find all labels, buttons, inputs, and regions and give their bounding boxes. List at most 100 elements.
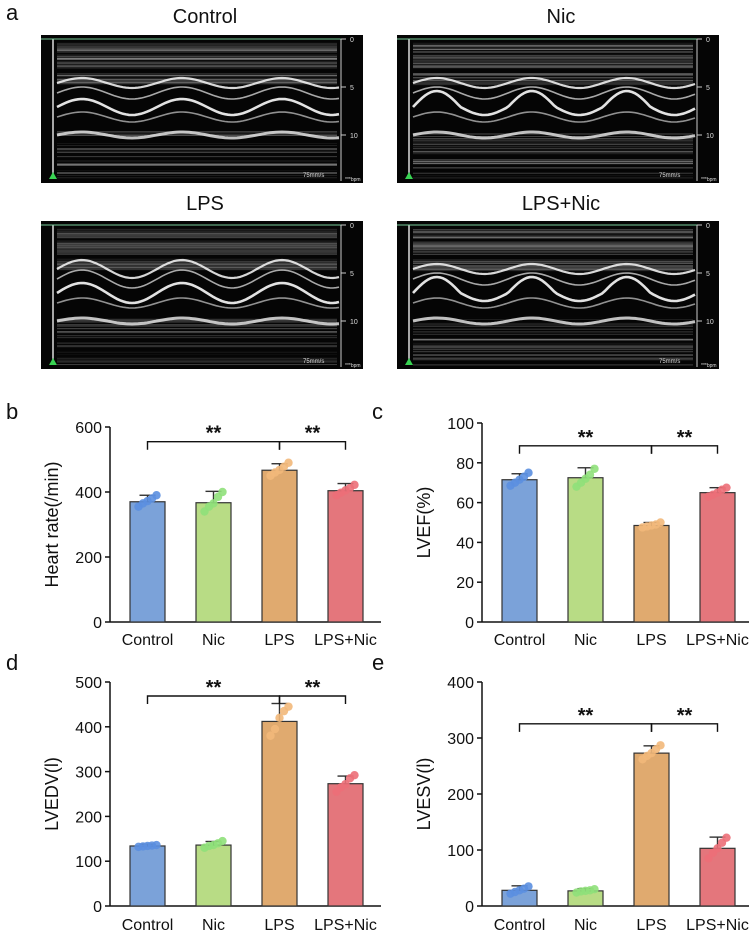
- y-tick-label: 300: [75, 765, 102, 782]
- data-point: [722, 833, 730, 841]
- y-tick-label: 100: [447, 416, 474, 433]
- y-axis-label: LVEDV(l): [42, 757, 62, 831]
- echo-image-nic: 0 5 10 75mm/s ***bpm: [397, 35, 719, 183]
- bar: [634, 753, 669, 906]
- data-point: [656, 518, 664, 526]
- y-tick-label: 0: [465, 899, 474, 916]
- y-tick-label: 40: [456, 535, 474, 552]
- y-tick-label: 300: [447, 731, 474, 748]
- data-point: [218, 837, 226, 845]
- y-axis-label: LVEF(%): [414, 487, 434, 559]
- data-point: [218, 488, 226, 496]
- y-tick-label: 0: [465, 615, 474, 632]
- chart-lvef: 0 20 40 60 80 100 LVEF(%) Control Nic LPS LPS+Nic *…: [372, 415, 749, 655]
- data-point: [350, 481, 358, 489]
- y-tick-label: 200: [447, 787, 474, 804]
- bar: [502, 480, 537, 622]
- x-tick-label: LPS: [636, 632, 666, 649]
- speed-label: 75mm/s: [659, 359, 680, 365]
- y-tick-label: 60: [456, 496, 474, 513]
- echo-image-lps-nic: 0 5 10 75mm/s ***bpm: [397, 221, 719, 369]
- x-tick-label: Control: [494, 632, 546, 649]
- data-point: [590, 885, 598, 893]
- x-tick-label: LPS+Nic: [314, 917, 377, 934]
- depth-tick-label: 10: [350, 133, 358, 140]
- y-tick-label: 100: [447, 843, 474, 860]
- bar: [130, 502, 165, 622]
- significance-label: **: [206, 677, 222, 699]
- x-tick-label: Nic: [202, 917, 225, 934]
- data-point: [152, 491, 160, 499]
- y-tick-label: 0: [93, 899, 102, 916]
- x-tick-label: LPS: [264, 917, 294, 934]
- depth-tick-label: 10: [706, 133, 714, 140]
- data-point: [152, 841, 160, 849]
- x-tick-label: Nic: [202, 632, 225, 649]
- bar: [130, 846, 165, 906]
- y-tick-label: 200: [75, 809, 102, 826]
- bar: [700, 493, 735, 622]
- depth-tick-label: 5: [350, 85, 354, 92]
- x-tick-label: Control: [122, 917, 174, 934]
- depth-tick-label: 10: [350, 319, 358, 326]
- x-tick-label: Control: [122, 632, 174, 649]
- echo-title-control: Control: [40, 6, 370, 29]
- y-tick-label: 20: [456, 575, 474, 592]
- y-tick-label: 400: [75, 720, 102, 737]
- bar: [262, 470, 297, 622]
- significance-label: **: [578, 427, 594, 449]
- significance-label: **: [677, 705, 693, 727]
- y-tick-label: 100: [75, 854, 102, 871]
- echo-title-lps: LPS: [40, 193, 370, 216]
- y-tick-label: 0: [93, 615, 102, 632]
- y-tick-label: 400: [75, 485, 102, 502]
- chart-lvedv: 0 100 200 300 400 500 LVEDV(l) Control Nic LPS LPS…: [0, 672, 372, 936]
- bpm-label: ***bpm: [345, 363, 361, 369]
- depth-tick-label: 0: [350, 223, 354, 230]
- data-point: [271, 725, 279, 733]
- y-tick-label: 80: [456, 456, 474, 473]
- depth-tick-label: 0: [706, 223, 710, 230]
- significance-label: **: [206, 423, 222, 445]
- y-tick-label: 200: [75, 550, 102, 567]
- echo-image-lps: 0 5 10 75mm/s ***bpm: [41, 221, 363, 369]
- speed-label: 75mm/s: [659, 173, 680, 179]
- significance-label: **: [305, 423, 321, 445]
- y-axis-label: LVESV(l): [414, 758, 434, 831]
- depth-tick-label: 10: [706, 319, 714, 326]
- bar: [328, 491, 363, 622]
- bar: [328, 784, 363, 906]
- data-point: [656, 741, 664, 749]
- echo-image-control: 0 5 10 75mm/s ***bpm: [41, 35, 363, 183]
- data-point: [284, 459, 292, 467]
- bar: [196, 845, 231, 906]
- x-tick-label: LPS+Nic: [686, 917, 749, 934]
- bpm-label: ***bpm: [701, 363, 717, 369]
- x-tick-label: Nic: [574, 632, 597, 649]
- y-axis-label: Heart rate(/min): [42, 461, 62, 587]
- bar: [262, 721, 297, 906]
- data-point: [284, 702, 292, 710]
- x-tick-label: LPS: [264, 632, 294, 649]
- chart-lvesv: 0 100 200 300 400 LVESV(l) Control Nic LPS LPS+Ni…: [372, 672, 749, 936]
- depth-tick-label: 0: [706, 37, 710, 44]
- speed-label: 75mm/s: [303, 359, 324, 365]
- depth-tick-label: 5: [706, 85, 710, 92]
- x-tick-label: Nic: [574, 917, 597, 934]
- panel-letter-a: a: [6, 0, 18, 26]
- bar: [634, 525, 669, 622]
- chart-heart-rate: 0 200 400 600 Heart rate(/min) Control Nic LPS L…: [0, 415, 372, 655]
- y-tick-label: 400: [447, 675, 474, 692]
- x-tick-label: Control: [494, 917, 546, 934]
- data-point: [722, 483, 730, 491]
- y-tick-label: 600: [75, 420, 102, 437]
- bpm-label: ***bpm: [345, 177, 361, 183]
- y-tick-label: 500: [75, 675, 102, 692]
- data-point: [590, 465, 598, 473]
- x-tick-label: LPS: [636, 917, 666, 934]
- bar: [196, 503, 231, 622]
- depth-tick-label: 0: [350, 37, 354, 44]
- bpm-label: ***bpm: [701, 177, 717, 183]
- x-tick-label: LPS+Nic: [314, 632, 377, 649]
- significance-label: **: [578, 705, 594, 727]
